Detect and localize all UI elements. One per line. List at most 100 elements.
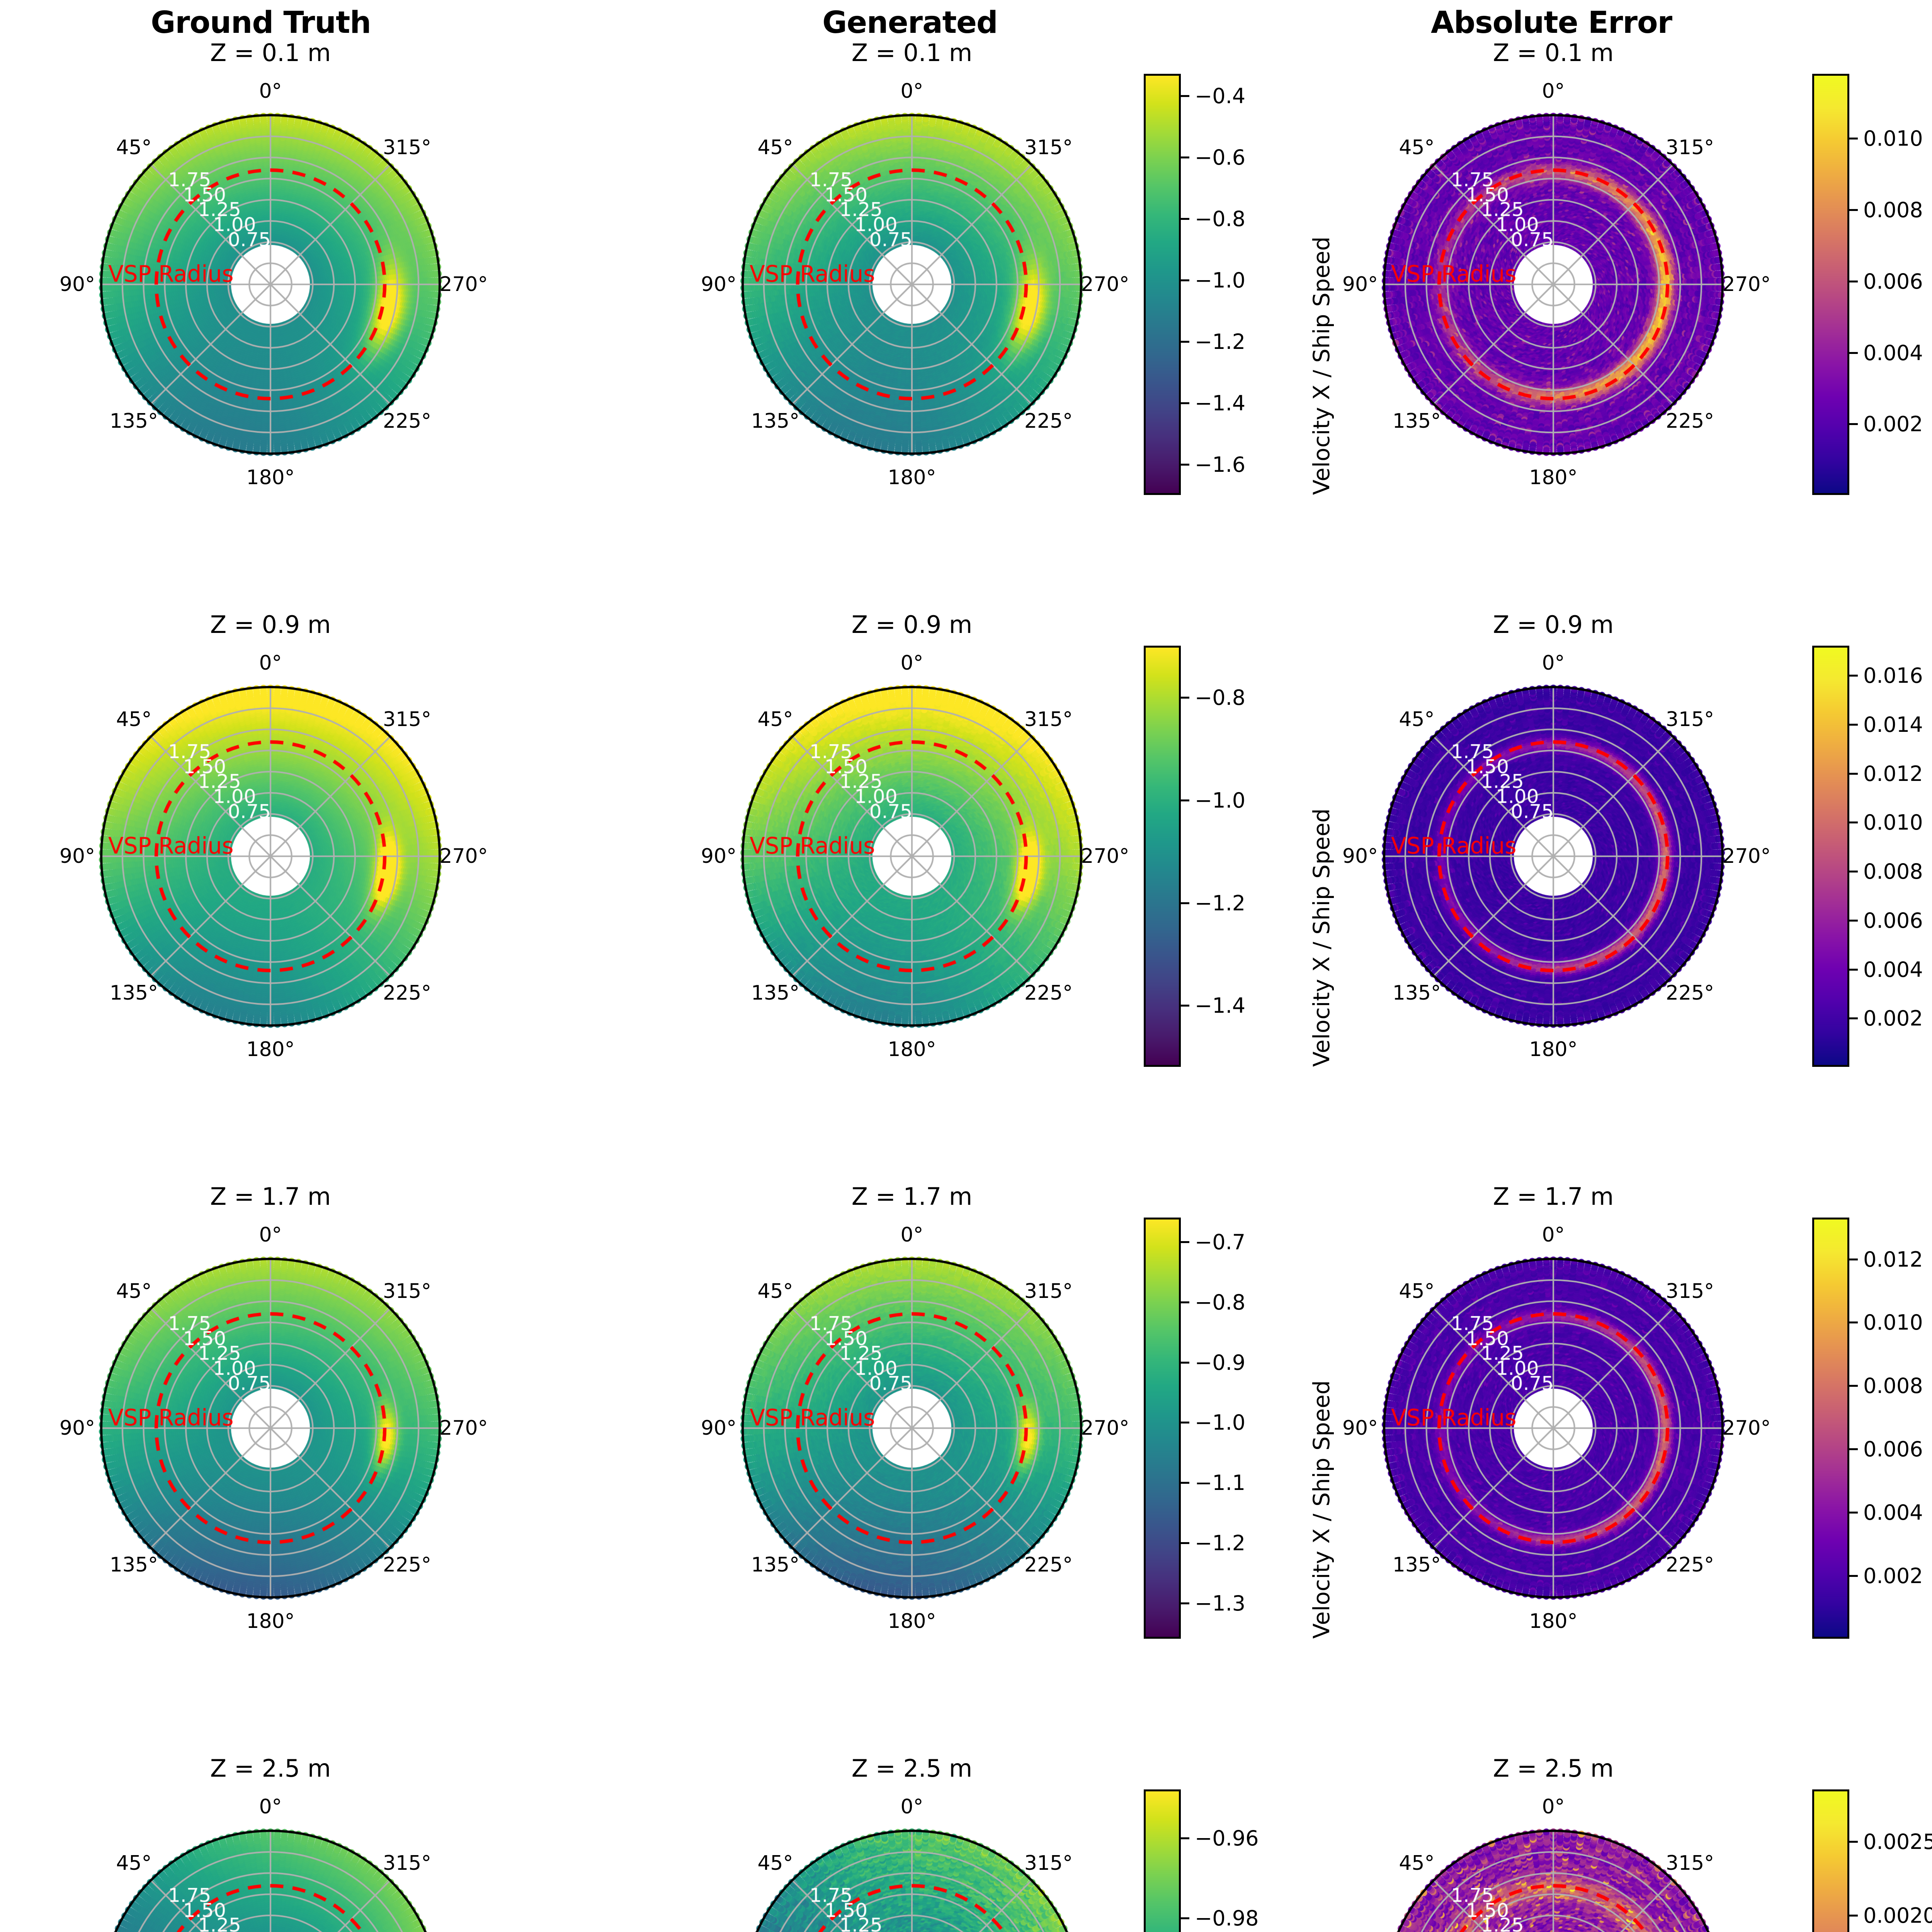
angular-tick-label-135: 135° <box>109 981 158 1005</box>
tick-dash <box>1849 1321 1858 1324</box>
angular-tick-label-225: 225° <box>1024 1553 1073 1577</box>
polar-plot-canvas <box>58 1216 483 1641</box>
colorbar-gradient <box>1144 74 1181 495</box>
tick-dash <box>1181 902 1189 904</box>
panel-title-z: Z = 0.1 m <box>1493 39 1614 67</box>
angular-tick-label-45: 45° <box>757 1852 793 1875</box>
colorbar-tick: 0.006 <box>1849 269 1923 294</box>
colorbar-tick: 0.010 <box>1849 810 1923 835</box>
polar-plot-canvas <box>699 1216 1124 1641</box>
tick-label: −0.8 <box>1195 685 1246 710</box>
tick-label: 0.012 <box>1863 761 1923 786</box>
colorbar-axis-label: Velocity X / Ship Speed <box>1308 236 1335 495</box>
angular-tick-label-225: 225° <box>383 409 432 433</box>
tick-label: 0.0020 <box>1863 1903 1932 1928</box>
tick-dash <box>1181 1005 1189 1007</box>
angular-tick-label-135: 135° <box>1392 981 1441 1005</box>
tick-dash <box>1181 1602 1189 1604</box>
colorbar-tick: −0.8 <box>1181 685 1245 710</box>
colorbar-tick: 0.012 <box>1849 1247 1923 1272</box>
colorbar-tick: 0.0025 <box>1849 1830 1932 1854</box>
colorbar-tick: 0.002 <box>1849 1564 1923 1588</box>
angular-tick-label-0: 0° <box>1542 80 1565 103</box>
polar-panel-r0-c2: Z = 0.1 m 0° 45° 90° 135° 180° 225° 270° 315° <box>1306 39 1801 497</box>
colorbar-velocity-row3: −0.96−0.98−1.00−1.02−1.04Velocity X / Sh… <box>1144 1789 1382 1932</box>
angular-tick-label-315: 315° <box>1024 136 1073 160</box>
angular-tick-label-180: 180° <box>888 466 936 489</box>
colorbar-tick: −0.6 <box>1181 145 1245 170</box>
angular-tick-label-135: 135° <box>1392 1553 1441 1577</box>
angular-tick-label-0: 0° <box>900 651 923 675</box>
angular-tick-label-45: 45° <box>1399 1852 1435 1875</box>
column-header-generated: Generated <box>822 5 998 40</box>
colorbar-velocity-row1: −0.8 −1.0 −1.2 −1.4 Velocity X / Ship Speed <box>1144 646 1382 1067</box>
tick-dash <box>1849 723 1858 726</box>
tick-dash <box>1181 1241 1189 1243</box>
angular-tick-label-45: 45° <box>1399 136 1435 160</box>
tick-label: −1.2 <box>1195 330 1246 354</box>
colorbar-tick: 0.002 <box>1849 412 1923 436</box>
tick-label: −0.96 <box>1195 1826 1259 1850</box>
tick-label: 0.008 <box>1863 859 1923 884</box>
angular-tick-label-225: 225° <box>1665 409 1714 433</box>
colorbar-axis-label: Velocity X / Ship Speed <box>1308 1380 1335 1639</box>
angular-tick-label-180: 180° <box>1529 466 1578 489</box>
tick-dash <box>1849 1512 1858 1514</box>
polar-plot-canvas <box>1341 72 1766 497</box>
panel-title-z: Z = 0.1 m <box>851 39 973 67</box>
angular-tick-label-45: 45° <box>757 136 793 160</box>
tick-dash <box>1849 919 1858 922</box>
tick-label: 0.008 <box>1863 198 1923 223</box>
angular-tick-label-135: 135° <box>751 409 800 433</box>
tick-dash <box>1181 1422 1189 1424</box>
tick-dash <box>1849 423 1858 425</box>
tick-dash <box>1181 1361 1189 1364</box>
angular-tick-label-270: 270° <box>1722 845 1771 868</box>
panel-title-z: Z = 0.1 m <box>210 39 331 67</box>
angular-tick-label-225: 225° <box>1665 1553 1714 1577</box>
tick-dash <box>1181 341 1189 343</box>
column-header-absolute-error: Absolute Error <box>1430 5 1672 40</box>
tick-label: −1.0 <box>1195 268 1246 293</box>
colorbar-tick: 0.008 <box>1849 859 1923 884</box>
tick-label: 0.004 <box>1863 340 1923 365</box>
tick-label: 0.002 <box>1863 412 1923 437</box>
colorbar-velocity-row2: −0.7 −0.8 −0.9 −1.0 −1.1 −1.2 −1.3 Velocity X /… <box>1144 1218 1382 1639</box>
polar-panel-r2-c0: Z = 1.7 m 0° 45° 90° 135° 180° 225° 270° 315° <box>23 1182 518 1641</box>
angular-tick-label-180: 180° <box>1529 1610 1578 1633</box>
tick-dash <box>1849 1017 1858 1020</box>
angular-tick-label-0: 0° <box>900 80 923 103</box>
panel-title-z: Z = 1.7 m <box>210 1182 331 1211</box>
tick-dash <box>1849 138 1858 140</box>
colorbar-tick: 0.004 <box>1849 1500 1923 1525</box>
tick-dash <box>1181 1482 1189 1484</box>
angular-tick-label-45: 45° <box>1399 708 1435 731</box>
tick-label: −0.8 <box>1195 1290 1246 1315</box>
colorbar-tick: −1.6 <box>1181 452 1245 477</box>
angular-tick-label-315: 315° <box>1665 708 1714 731</box>
tick-dash <box>1849 1915 1858 1917</box>
tick-label: 0.002 <box>1863 1564 1923 1588</box>
polar-plot-canvas <box>699 644 1124 1069</box>
angular-tick-label-270: 270° <box>1081 273 1129 296</box>
angular-tick-label-315: 315° <box>383 1280 432 1303</box>
colorbar-tick: 0.010 <box>1849 126 1923 151</box>
angular-tick-label-180: 180° <box>246 1610 295 1633</box>
tick-label: −1.1 <box>1195 1471 1246 1495</box>
angular-tick-label-90: 90° <box>1342 1417 1378 1440</box>
angular-tick-label-180: 180° <box>246 1038 295 1061</box>
polar-plot-canvas <box>699 72 1124 497</box>
angular-tick-label-90: 90° <box>701 845 737 868</box>
colorbar-tick: 0.014 <box>1849 713 1923 737</box>
tick-label: 0.002 <box>1863 1006 1923 1031</box>
tick-dash <box>1181 1837 1189 1839</box>
polar-panel-r1-c0: Z = 0.9 m 0° 45° 90° 135° 180° 225° 270° 315° <box>23 611 518 1069</box>
colorbar-tick: 0.016 <box>1849 663 1923 688</box>
angular-tick-label-90: 90° <box>59 273 95 296</box>
colorbar-tick: −1.0 <box>1181 268 1245 293</box>
angular-tick-label-315: 315° <box>1024 1852 1073 1875</box>
tick-label: −1.4 <box>1195 993 1246 1018</box>
angular-tick-label-90: 90° <box>59 1417 95 1440</box>
polar-panel-r3-c1: Z = 2.5 m0°45°90°135°180°225°270°315° <box>665 1754 1159 1932</box>
